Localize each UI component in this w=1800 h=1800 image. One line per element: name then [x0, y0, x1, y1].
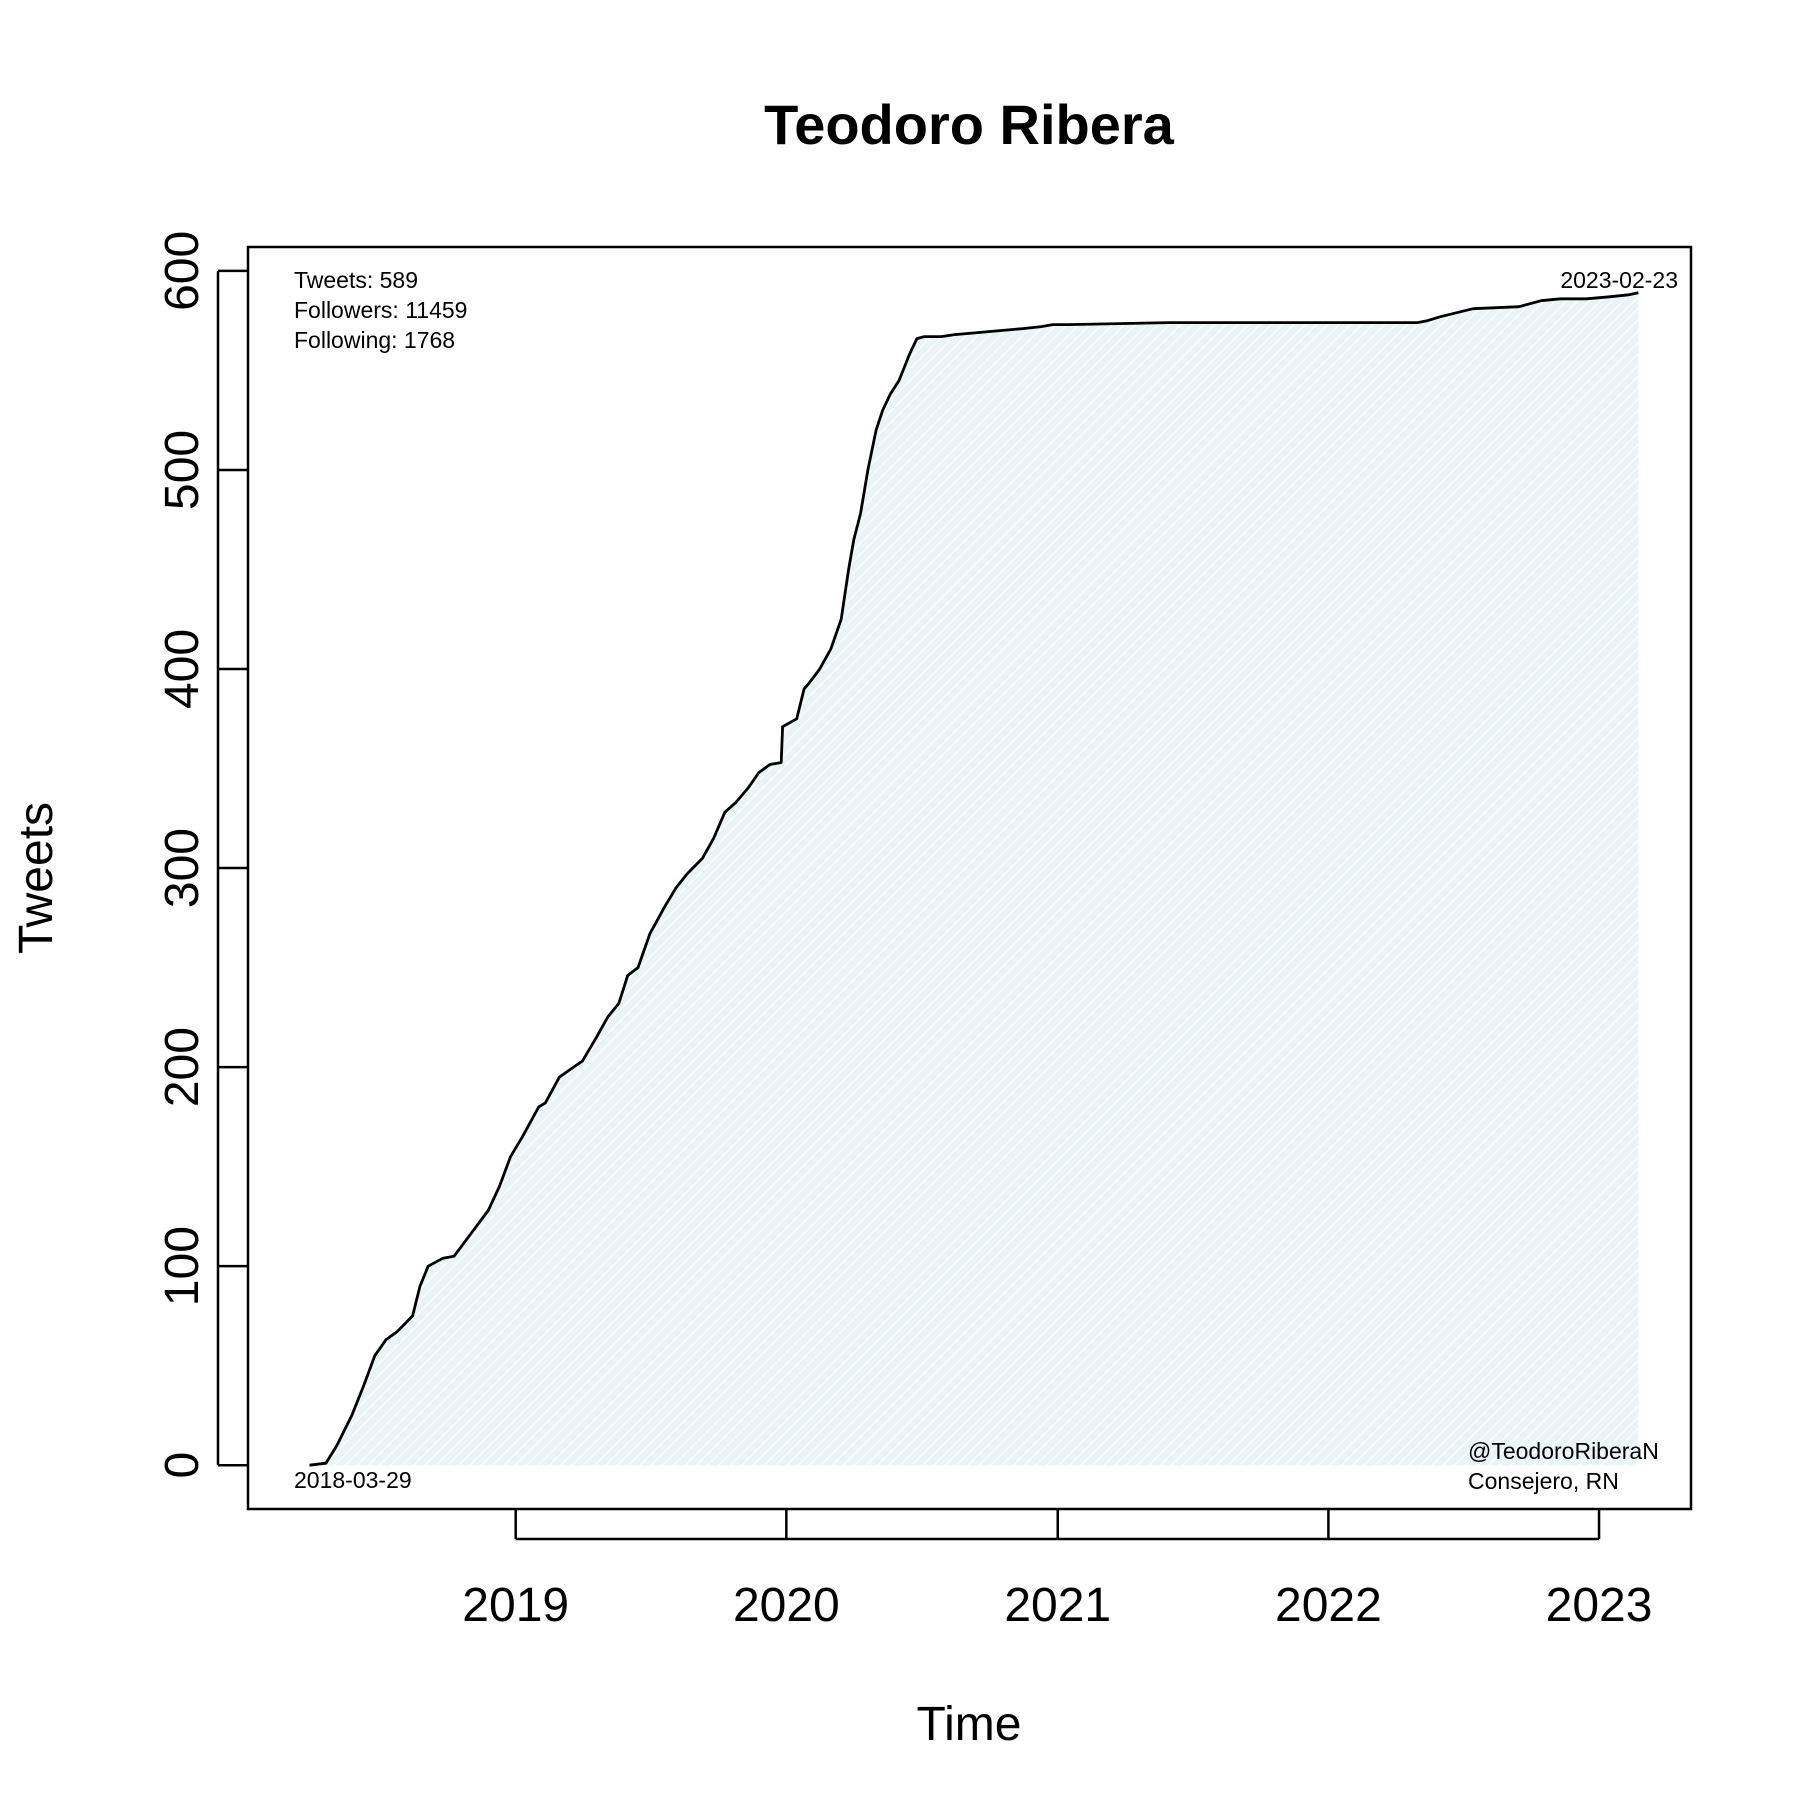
- y-tick-label: 500: [156, 430, 209, 510]
- y-tick-label: 600: [156, 231, 209, 311]
- y-axis-title: Tweets: [10, 802, 63, 954]
- y-tick-label: 100: [156, 1226, 209, 1306]
- y-tick-label: 0: [156, 1452, 209, 1479]
- stat-tweets: Tweets: 589: [294, 267, 418, 293]
- stat-followers: Followers: 11459: [294, 297, 467, 323]
- handle-label: @TeodoroRiberaN: [1468, 1438, 1659, 1464]
- stats-annotation: Tweets: 589 Followers: 11459 Following: …: [294, 267, 467, 353]
- stat-following: Following: 1768: [294, 327, 455, 353]
- chart-title: Teodoro Ribera: [764, 93, 1175, 156]
- x-tick-label: 2019: [462, 1579, 569, 1632]
- x-axis-title: Time: [917, 1698, 1022, 1751]
- x-tick-label: 2023: [1546, 1579, 1653, 1632]
- x-tick-label: 2021: [1004, 1579, 1111, 1632]
- y-tick-label: 200: [156, 1027, 209, 1107]
- plot-frame: [246, 245, 1693, 1511]
- y-axis: 0 100 200 300 400 500 600: [156, 231, 248, 1479]
- series-line: [309, 291, 1639, 1467]
- description-label: Consejero, RN: [1468, 1468, 1619, 1494]
- y-tick-label: 400: [156, 629, 209, 709]
- plot-area: [309, 291, 1639, 1467]
- x-tick-label: 2020: [733, 1579, 840, 1632]
- end-date-label: 2023-02-23: [1560, 267, 1678, 293]
- x-axis: 2019 2020 2021 2022 2023: [462, 1509, 1652, 1632]
- start-date-label: 2018-03-29: [294, 1467, 412, 1493]
- y-tick-label: 300: [156, 828, 209, 908]
- x-tick-label: 2022: [1275, 1579, 1382, 1632]
- series-area-fill: [309, 292, 1639, 1466]
